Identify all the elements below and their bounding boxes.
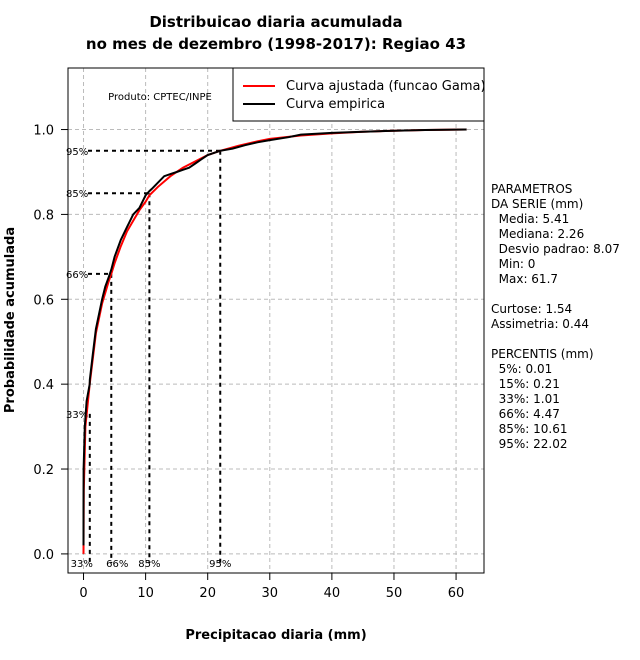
- percentile-5: 5%: 0.01: [491, 362, 553, 376]
- y-tick-label: 1.0: [33, 124, 54, 139]
- stats-panel: PARAMETROS DA SERIE (mm) Media: 5.41 Medi…: [491, 182, 620, 452]
- percentile-33: 33%: 1.01: [491, 392, 560, 406]
- y-axis-label: Probabilidade acumulada: [3, 227, 18, 413]
- stat-media: Media: 5.41: [491, 212, 570, 226]
- percentile-x-label: 66%: [106, 559, 128, 570]
- stat-assimetria: Assimetria: 0.44: [491, 317, 590, 331]
- stat-mediana: Mediana: 2.26: [491, 227, 585, 241]
- percentile-x-label: 95%: [209, 559, 231, 570]
- gamma-curve: [82, 128, 467, 554]
- x-tick-label: 50: [386, 586, 403, 601]
- x-tick-label: 10: [137, 586, 154, 601]
- x-tick-label: 40: [324, 586, 341, 601]
- y-tick-label: 0.6: [33, 293, 54, 308]
- y-tick-label: 0.0: [33, 548, 54, 563]
- stat-min: Min: 0: [491, 257, 536, 271]
- percentis-title: PERCENTIS (mm): [491, 347, 594, 361]
- stat-desvio: Desvio padrao: 8.07: [491, 242, 620, 256]
- stat-curtose: Curtose: 1.54: [491, 302, 573, 316]
- legend-label-empirical: Curva empirica: [286, 97, 385, 112]
- x-tick-label: 20: [199, 586, 216, 601]
- product-label: Produto: CPTEC/INPE: [108, 92, 212, 103]
- x-tick-label: 30: [262, 586, 279, 601]
- percentile-15: 15%: 0.21: [491, 377, 560, 391]
- legend-label-gamma: Curva ajustada (funcao Gama): [286, 79, 486, 94]
- percentile-85: 85%: 10.61: [491, 422, 568, 436]
- percentile-66: 66%: 4.47: [491, 407, 560, 421]
- percentile-y-label: 33%: [66, 410, 88, 421]
- percentile-y-label: 85%: [66, 189, 88, 200]
- percentile-y-label: 95%: [66, 147, 88, 158]
- plot-frame: [67, 67, 485, 574]
- percentile-95: 95%: 22.02: [491, 437, 568, 451]
- legend: Curva ajustada (funcao Gama) Curva empir…: [232, 67, 486, 122]
- x-tick-label: 60: [448, 586, 465, 601]
- chart-title-line1: Distribuicao diaria acumulada: [149, 13, 402, 31]
- legend-box: [232, 67, 485, 122]
- stat-max: Max: 61.7: [491, 272, 559, 286]
- percentile-x-label: 33%: [71, 559, 93, 570]
- empirical-curve: [82, 128, 467, 546]
- params-title1: PARAMETROS: [491, 182, 573, 196]
- y-tick-label: 0.2: [33, 463, 54, 478]
- chart-title-line2: no mes de dezembro (1998-2017): Regiao 4…: [86, 35, 466, 53]
- x-axis-label: Precipitacao diaria (mm): [185, 628, 366, 643]
- percentile-x-label: 85%: [138, 559, 160, 570]
- x-tick-label: 0: [79, 586, 87, 601]
- params-title2: DA SERIE (mm): [491, 197, 584, 211]
- y-tick-label: 0.8: [33, 208, 54, 223]
- percentile-y-label: 66%: [66, 270, 88, 281]
- y-tick-label: 0.4: [33, 378, 54, 393]
